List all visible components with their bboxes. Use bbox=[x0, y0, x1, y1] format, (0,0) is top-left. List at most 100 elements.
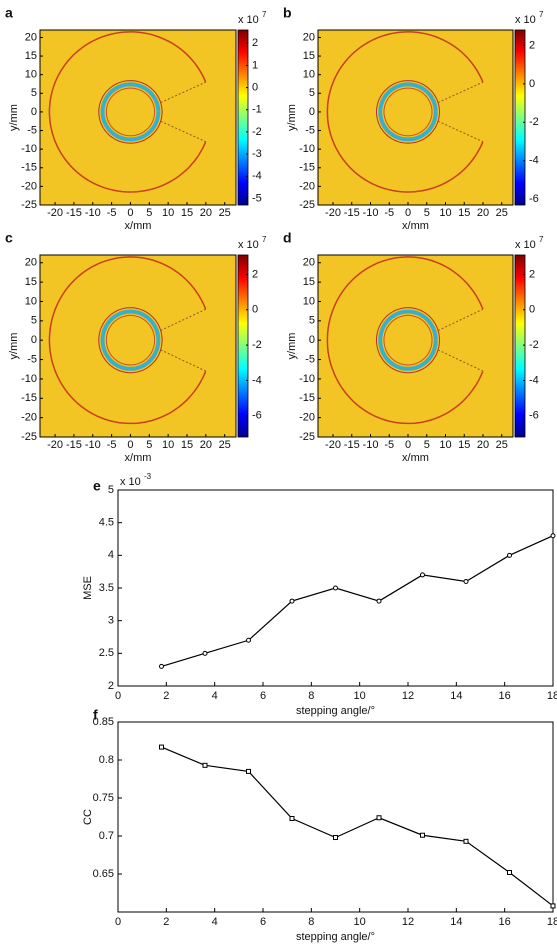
data-marker bbox=[376, 598, 382, 604]
colorbar-tick-label: -6 bbox=[529, 193, 539, 205]
colorbar-tick-label: 2 bbox=[529, 268, 535, 280]
x-tick-label: 15 bbox=[458, 439, 470, 451]
colorbar-tick-label: 0 bbox=[252, 82, 258, 94]
y-tick-label: -20 bbox=[21, 412, 37, 424]
colorbar-tick-label: -6 bbox=[252, 410, 262, 422]
y-tick-label: 4 bbox=[108, 549, 114, 561]
colorbar-tick-label: 0 bbox=[529, 304, 535, 316]
y-tick-label: -20 bbox=[299, 180, 315, 192]
x-tick-label: 20 bbox=[200, 207, 212, 219]
colorbar-tick-label: -4 bbox=[529, 155, 539, 167]
x-tick-label: -5 bbox=[384, 207, 394, 219]
panel-label: a bbox=[5, 5, 13, 21]
inner-ring bbox=[378, 309, 438, 371]
x-tick-label: -10 bbox=[363, 439, 379, 451]
axes-box bbox=[117, 721, 554, 913]
x-tick-label: 25 bbox=[219, 439, 231, 451]
colorbar-multiplier: x 10 bbox=[515, 14, 536, 26]
data-marker bbox=[333, 835, 338, 841]
x-axis-label: x/mm bbox=[125, 220, 152, 232]
y-axis-label: MSE bbox=[82, 576, 94, 600]
inner-ring-edge bbox=[105, 314, 156, 366]
y-tick-label: 15 bbox=[25, 276, 37, 288]
axes-box bbox=[317, 29, 514, 206]
x-tick-label: -5 bbox=[107, 439, 117, 451]
image-background bbox=[318, 255, 513, 437]
panel-label: c bbox=[5, 230, 13, 246]
colorbar-tick-label: 2 bbox=[529, 39, 535, 51]
colorbar-tick-label: -6 bbox=[529, 410, 539, 422]
x-tick-label: 16 bbox=[499, 916, 511, 928]
x-axis-label: stepping angle/° bbox=[296, 705, 375, 717]
colorbar-tick-label: -4 bbox=[529, 374, 539, 386]
data-marker bbox=[463, 578, 469, 584]
gap-line bbox=[160, 349, 207, 372]
y-tick-label: 0.75 bbox=[93, 792, 114, 804]
inner-ring bbox=[378, 82, 438, 142]
y-tick-label: 10 bbox=[25, 295, 37, 307]
colorbar-tick-label: -1 bbox=[252, 104, 262, 116]
image-background bbox=[40, 255, 236, 437]
x-tick-label: 10 bbox=[354, 916, 366, 928]
data-marker bbox=[507, 869, 512, 875]
heatmap-image bbox=[40, 30, 236, 205]
y-multiplier-exponent: -3 bbox=[144, 472, 152, 481]
colorbar-tick-label: -2 bbox=[529, 339, 539, 351]
x-tick-label: -10 bbox=[85, 207, 101, 219]
x-tick-label: 6 bbox=[260, 690, 266, 702]
y-tick-label: -10 bbox=[299, 143, 315, 155]
image-background bbox=[318, 30, 513, 205]
x-tick-label: 8 bbox=[308, 916, 314, 928]
x-tick-label: 0 bbox=[405, 439, 411, 451]
y-tick-label: 10 bbox=[25, 69, 37, 81]
outer-arc bbox=[326, 31, 484, 193]
y-tick-label: -10 bbox=[299, 373, 315, 385]
x-axis-label: stepping angle/° bbox=[296, 931, 375, 943]
heatmap-image bbox=[40, 255, 236, 437]
inner-ring-edge bbox=[376, 80, 440, 144]
colorbar-tick-label: 0 bbox=[252, 304, 258, 316]
x-tick-label: 5 bbox=[424, 439, 430, 451]
colorbar-multiplier: x 10 bbox=[238, 14, 259, 26]
y-tick-label: 20 bbox=[303, 31, 315, 43]
colorbar-tick-label: -5 bbox=[252, 192, 262, 204]
inner-ring bbox=[100, 82, 161, 142]
x-tick-label: 15 bbox=[458, 207, 470, 219]
y-tick-label: 3 bbox=[108, 615, 114, 627]
data-marker bbox=[463, 838, 469, 844]
axes-box bbox=[39, 29, 237, 206]
colorbar-tick-label: 2 bbox=[252, 37, 258, 49]
y-tick-label: 0.65 bbox=[93, 868, 114, 880]
x-tick-label: 12 bbox=[402, 690, 414, 702]
y-tick-label: -5 bbox=[27, 353, 37, 365]
colorbar-tick-label: -4 bbox=[252, 170, 262, 182]
y-tick-label: 4.5 bbox=[99, 517, 114, 529]
x-tick-label: 25 bbox=[496, 439, 508, 451]
inner-ring-edge bbox=[383, 314, 433, 366]
x-tick-label: -15 bbox=[66, 439, 82, 451]
y-tick-label: 20 bbox=[25, 257, 37, 269]
outer-arc bbox=[48, 31, 207, 193]
y-tick-label: 15 bbox=[303, 276, 315, 288]
data-marker bbox=[159, 744, 164, 750]
x-tick-label: 14 bbox=[450, 690, 462, 702]
y-tick-label: -15 bbox=[21, 162, 37, 174]
inner-ring-edge bbox=[383, 87, 433, 137]
y-tick-label: -5 bbox=[27, 124, 37, 136]
x-tick-label: 6 bbox=[260, 916, 266, 928]
y-tick-label: 10 bbox=[303, 295, 315, 307]
axes-box bbox=[39, 254, 237, 438]
x-tick-label: 10 bbox=[439, 207, 451, 219]
y-tick-label: -5 bbox=[305, 353, 315, 365]
x-tick-label: -5 bbox=[107, 207, 117, 219]
y-tick-label: -25 bbox=[299, 199, 315, 211]
y-tick-label: -25 bbox=[21, 431, 37, 443]
gap-line bbox=[437, 81, 484, 104]
y-tick-label: 0.85 bbox=[93, 716, 114, 728]
inner-ring-edge bbox=[98, 307, 163, 374]
data-marker bbox=[246, 637, 251, 643]
y-tick-label: -5 bbox=[305, 124, 315, 136]
x-tick-label: -15 bbox=[344, 207, 360, 219]
gap-line bbox=[160, 120, 207, 143]
data-marker bbox=[289, 816, 295, 822]
